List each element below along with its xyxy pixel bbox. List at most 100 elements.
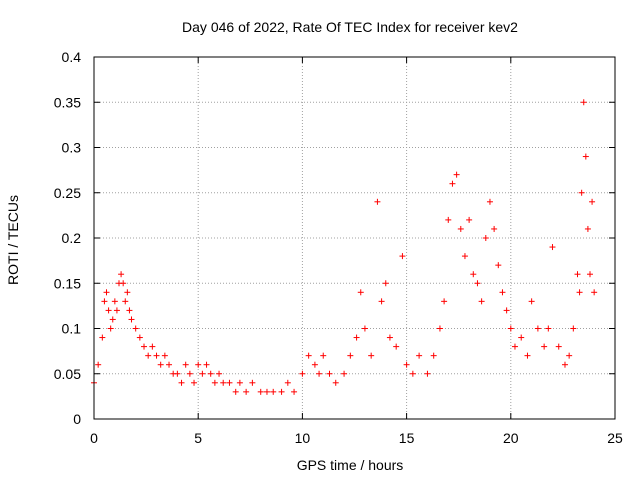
x-tick-label: 15 (399, 430, 415, 446)
data-point (457, 225, 464, 232)
data-point (332, 379, 339, 386)
data-point (101, 298, 108, 305)
data-point (145, 352, 152, 359)
x-axis-label: GPS time / hours (297, 457, 404, 473)
data-point (582, 153, 589, 160)
y-tick-label: 0.15 (54, 275, 81, 291)
data-point (386, 334, 393, 341)
data-point (113, 307, 120, 314)
axis-ticks (93, 56, 616, 420)
chart-title: Day 046 of 2022, Rate Of TEC Index for r… (182, 19, 518, 35)
data-point (393, 343, 400, 350)
data-point (478, 298, 485, 305)
data-point (534, 325, 541, 332)
x-tick-label: 25 (607, 430, 623, 446)
data-point (203, 361, 210, 368)
x-tick-labels: 0 5 10 15 20 25 (90, 430, 623, 446)
data-point (474, 280, 481, 287)
data-point (578, 189, 585, 196)
data-point (347, 352, 354, 359)
data-point (589, 198, 596, 205)
data-point (374, 198, 381, 205)
data-point (326, 370, 333, 377)
data-point (191, 379, 198, 386)
data-point (299, 370, 306, 377)
data-point (195, 361, 202, 368)
data-point (574, 271, 581, 278)
data-point (549, 244, 556, 251)
data-point (453, 171, 460, 178)
data-point (278, 388, 285, 395)
data-point (416, 352, 423, 359)
y-axis-label: ROTI / TECUs (5, 195, 21, 285)
data-point (153, 352, 160, 359)
x-tick-label: 20 (503, 430, 519, 446)
data-point (357, 289, 364, 296)
data-point (226, 379, 233, 386)
data-point (570, 325, 577, 332)
data-point (486, 198, 493, 205)
y-tick-labels: 0 0.05 0.1 0.15 0.2 0.25 0.3 0.35 0.4 (54, 49, 81, 427)
data-point (503, 307, 510, 314)
data-point (449, 180, 456, 187)
y-tick-label: 0.05 (54, 366, 81, 382)
data-point (378, 298, 385, 305)
data-point (353, 334, 360, 341)
data-point (341, 370, 348, 377)
data-point (141, 343, 148, 350)
data-point (149, 343, 156, 350)
data-point (166, 361, 173, 368)
data-point (263, 388, 270, 395)
data-point (482, 235, 489, 241)
data-point (555, 343, 562, 350)
data-point (199, 370, 206, 377)
data-point (211, 379, 218, 386)
y-tick-label: 0 (73, 411, 81, 427)
data-point (136, 334, 143, 341)
data-point (120, 280, 127, 287)
data-point (580, 99, 587, 106)
data-point (236, 379, 243, 386)
data-point (584, 225, 591, 232)
data-point (132, 325, 139, 332)
data-point (461, 253, 468, 260)
data-point (232, 388, 239, 395)
data-point (436, 325, 443, 332)
data-point (109, 316, 116, 323)
y-tick-label: 0.1 (62, 321, 82, 337)
data-point (305, 352, 312, 359)
data-point (524, 352, 531, 359)
data-point (576, 289, 583, 296)
data-point (291, 388, 298, 395)
data-point (511, 343, 518, 350)
data-point (157, 361, 164, 368)
data-point (207, 370, 214, 377)
data-point (466, 216, 473, 223)
data-point (430, 352, 437, 359)
data-point (591, 289, 598, 296)
data-point (174, 370, 181, 377)
data-point (126, 307, 133, 314)
data-point (541, 343, 548, 350)
data-point (270, 388, 277, 395)
y-tick-label: 0.25 (54, 185, 81, 201)
y-tick-label: 0.2 (62, 230, 82, 246)
y-tick-label: 0.3 (62, 140, 82, 156)
data-point (216, 370, 223, 377)
data-point (495, 262, 502, 269)
data-point (186, 370, 193, 377)
y-tick-label: 0.35 (54, 94, 81, 110)
data-point (220, 379, 227, 386)
data-point (566, 352, 573, 359)
data-point (316, 370, 323, 377)
data-point (382, 280, 389, 287)
data-point (249, 379, 256, 386)
x-tick-label: 5 (194, 430, 202, 446)
data-point (507, 325, 514, 332)
data-point (107, 325, 114, 332)
data-point (518, 334, 525, 341)
data-point (311, 361, 318, 368)
data-point (368, 352, 375, 359)
data-point (499, 289, 506, 296)
